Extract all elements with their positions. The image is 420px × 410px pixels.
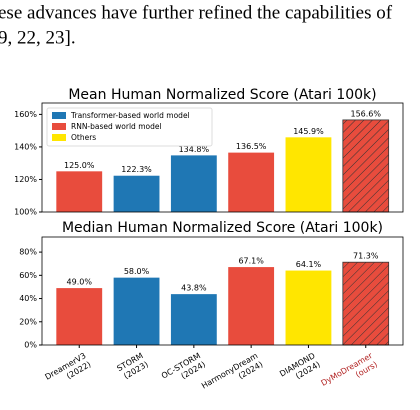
y-tick-label: 0% bbox=[24, 341, 37, 350]
legend-frame bbox=[46, 107, 213, 147]
x-tick-label: DIAMOND(2024) bbox=[278, 351, 322, 381]
axes-frame bbox=[41, 102, 404, 213]
legend-label: Transformer-based world model bbox=[70, 111, 190, 120]
value-label: 64.1% bbox=[296, 260, 322, 269]
value-label: 125.0% bbox=[64, 161, 95, 170]
x-tick-label: HarmonyDream(2024) bbox=[200, 351, 264, 391]
chart-title: Mean Human Normalized Score (Atari 100k) bbox=[68, 87, 376, 103]
chart-title: Median Human Normalized Score (Atari 100… bbox=[62, 220, 383, 236]
paper-text: ese advances have further refined the ca… bbox=[0, 2, 393, 23]
axes-frame bbox=[41, 236, 404, 346]
y-tick-label: 120% bbox=[14, 175, 37, 184]
y-tick-label: 80% bbox=[19, 248, 37, 257]
y-tick-label: 60% bbox=[19, 271, 37, 280]
bar bbox=[285, 270, 332, 345]
bar bbox=[228, 267, 275, 345]
value-label: 58.0% bbox=[124, 267, 150, 276]
bar bbox=[285, 137, 332, 212]
bar bbox=[113, 175, 160, 212]
value-label: 43.8% bbox=[181, 284, 207, 293]
value-label: 136.5% bbox=[236, 142, 267, 151]
legend-label: Others bbox=[71, 133, 96, 142]
value-label: 71.3% bbox=[353, 252, 379, 261]
value-label: 156.6% bbox=[350, 109, 381, 118]
bar bbox=[170, 294, 217, 345]
y-tick-label: 140% bbox=[14, 142, 37, 151]
value-label: 49.0% bbox=[67, 278, 93, 287]
value-label: 134.8% bbox=[179, 145, 210, 154]
legend-swatch bbox=[52, 123, 66, 130]
value-label: 145.9% bbox=[293, 127, 324, 136]
value-label: 67.1% bbox=[238, 257, 264, 266]
bar bbox=[113, 277, 160, 345]
legend-label: RNN-based world model bbox=[71, 122, 162, 131]
bar bbox=[170, 155, 217, 212]
x-tick-label: STORM(2023) bbox=[115, 351, 149, 381]
x-tick-label: DyMoDreamer(ours) bbox=[319, 351, 379, 388]
y-tick-label: 40% bbox=[19, 294, 37, 303]
paper-text: 9, 22, 23]. bbox=[0, 27, 76, 48]
x-tick-label: DreamerV3(2022) bbox=[43, 351, 92, 382]
legend-swatch bbox=[52, 112, 66, 119]
y-tick-label: 100% bbox=[14, 208, 37, 217]
y-tick-label: 160% bbox=[14, 110, 37, 119]
bar-hatch bbox=[342, 261, 390, 346]
legend-swatch bbox=[52, 134, 66, 141]
y-tick-label: 20% bbox=[19, 317, 37, 326]
value-label: 122.3% bbox=[121, 165, 152, 174]
bar bbox=[56, 288, 103, 345]
bar bbox=[56, 171, 103, 212]
bar-hatch bbox=[342, 119, 390, 213]
bar bbox=[228, 152, 275, 212]
